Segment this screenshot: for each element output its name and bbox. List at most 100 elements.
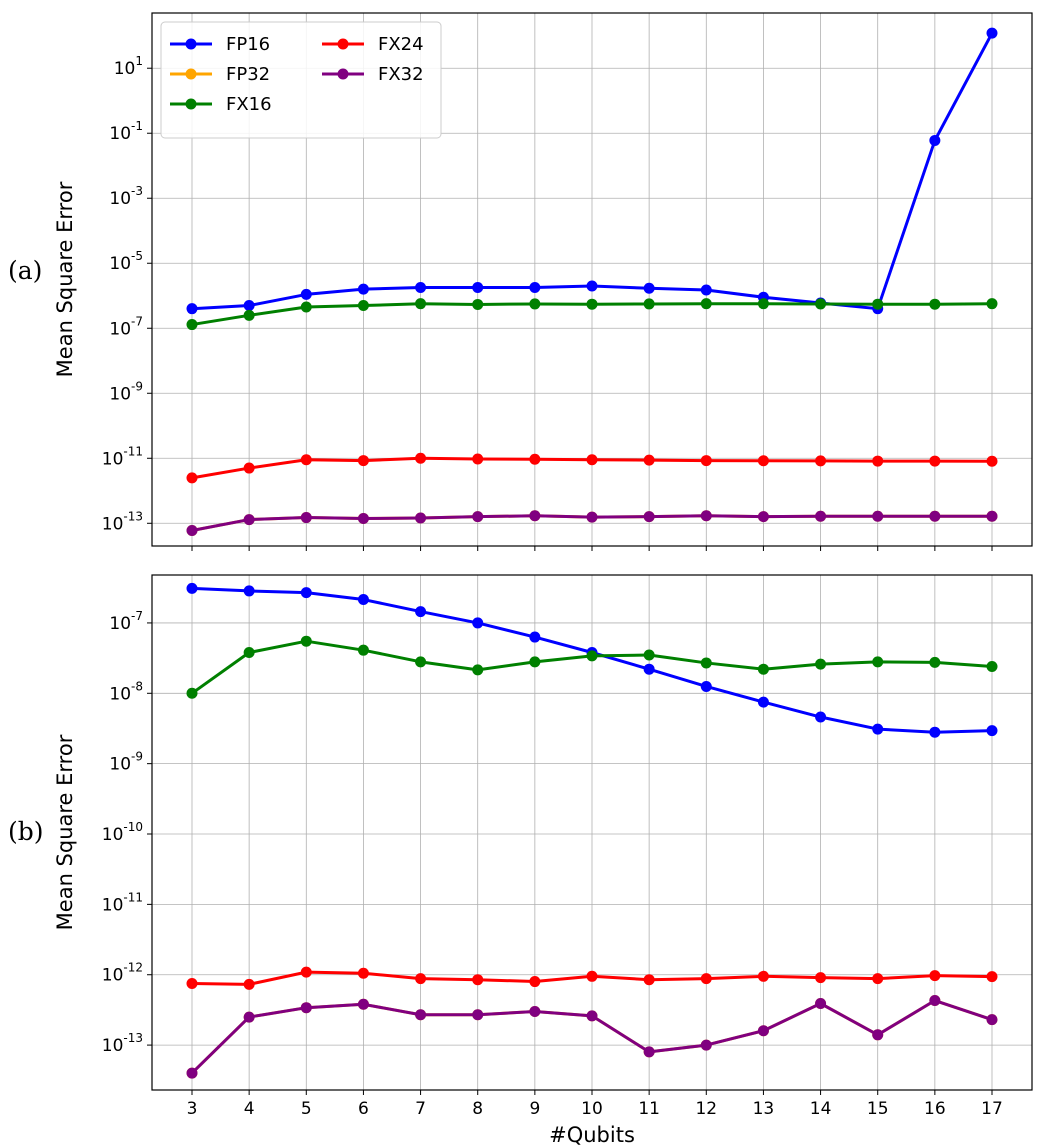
data-point	[586, 454, 598, 466]
y-axis-label: Mean Square Error	[53, 181, 77, 377]
data-point	[472, 617, 484, 629]
data-point	[186, 472, 198, 484]
series-fx16	[186, 635, 998, 699]
legend-swatch-marker	[337, 68, 349, 80]
data-point	[472, 1009, 484, 1021]
data-point	[186, 319, 198, 331]
data-point	[872, 973, 884, 985]
data-point	[186, 978, 198, 990]
data-point	[757, 298, 769, 310]
data-point	[757, 455, 769, 467]
series-fx32	[186, 995, 998, 1079]
data-point	[529, 1006, 541, 1018]
data-point	[586, 970, 598, 982]
y-tick-label: 101	[114, 54, 143, 79]
data-point	[986, 725, 998, 737]
x-tick-label: 10	[581, 1099, 603, 1119]
data-point	[700, 298, 712, 310]
data-point	[472, 664, 484, 676]
x-tick-label: 3	[187, 1099, 198, 1119]
data-point	[872, 723, 884, 735]
data-point	[929, 970, 941, 982]
legend-item-fx24: FX24	[322, 34, 424, 55]
data-point	[872, 656, 884, 668]
data-point	[243, 309, 255, 321]
legend: FP16 FP32 FX16 FX24 FX32	[160, 21, 442, 139]
y-tick-label: 10-3	[109, 184, 143, 209]
data-point	[986, 455, 998, 467]
data-point	[529, 656, 541, 668]
data-point	[186, 303, 198, 315]
data-point	[986, 27, 998, 39]
y-tick-label: 10-1	[109, 119, 143, 144]
data-point	[357, 513, 369, 525]
y-tick-label: 10-12	[102, 961, 143, 986]
data-point	[357, 644, 369, 656]
data-point	[700, 284, 712, 296]
data-point	[872, 298, 884, 310]
data-point	[415, 973, 427, 985]
data-point	[357, 283, 369, 295]
legend-label: FP16	[226, 34, 270, 55]
data-point	[872, 455, 884, 467]
data-point	[300, 288, 312, 300]
series-fx24	[186, 966, 998, 990]
data-point	[357, 967, 369, 979]
data-point	[243, 978, 255, 990]
data-point	[700, 657, 712, 669]
data-point	[300, 301, 312, 313]
data-point	[929, 656, 941, 668]
data-point	[929, 726, 941, 738]
panel-b: 10-7 10-8 10-9 10-10 10-11 10-12 10-13 3 4 5 6 7 8 9 1…	[8, 574, 1033, 1145]
data-point	[643, 511, 655, 523]
data-point	[872, 510, 884, 522]
data-point	[415, 298, 427, 310]
x-tick-label: 6	[358, 1099, 369, 1119]
legend-label: FP32	[226, 64, 270, 85]
data-point	[643, 663, 655, 675]
data-point	[815, 972, 827, 984]
data-point	[643, 1046, 655, 1058]
data-point	[643, 974, 655, 986]
legend-label: FX16	[226, 94, 272, 115]
data-point	[529, 631, 541, 643]
y-tick-label: 10-13	[102, 1031, 143, 1056]
x-axis-label: #Qubits	[549, 1123, 635, 1145]
x-tick-label: 4	[244, 1099, 255, 1119]
data-point	[700, 680, 712, 692]
data-point	[186, 524, 198, 536]
data-point	[472, 453, 484, 465]
x-tick-label: 11	[638, 1099, 660, 1119]
data-point	[643, 282, 655, 294]
data-point	[700, 1039, 712, 1051]
y-tick-label: 10-10	[102, 820, 143, 845]
data-point	[815, 510, 827, 522]
data-point	[757, 970, 769, 982]
x-tick-label: 5	[301, 1099, 312, 1119]
data-point	[357, 998, 369, 1010]
data-point	[186, 1067, 198, 1079]
data-point	[815, 298, 827, 310]
data-point	[529, 453, 541, 465]
legend-swatch-marker	[185, 68, 197, 80]
data-point	[757, 511, 769, 523]
data-point	[929, 134, 941, 146]
y-tick-label: 10-7	[109, 609, 143, 634]
data-point	[357, 455, 369, 467]
data-point	[643, 454, 655, 466]
legend-swatch-marker	[185, 98, 197, 110]
y-tick-label: 10-8	[109, 679, 143, 704]
panel-a: 101 10-1 10-3 10-5 10-7 10-9 10-11 10-13 Mean Sq…	[8, 12, 1033, 551]
x-tick-label: 13	[753, 1099, 775, 1119]
data-point	[815, 658, 827, 670]
data-point	[586, 280, 598, 292]
data-point	[929, 298, 941, 310]
data-point	[643, 649, 655, 661]
data-point	[186, 582, 198, 594]
data-point	[243, 585, 255, 597]
data-point	[986, 661, 998, 673]
data-point	[929, 995, 941, 1007]
x-tick-label: 15	[867, 1099, 889, 1119]
legend-item-fx16: FX16	[170, 94, 272, 115]
data-point	[243, 1011, 255, 1023]
